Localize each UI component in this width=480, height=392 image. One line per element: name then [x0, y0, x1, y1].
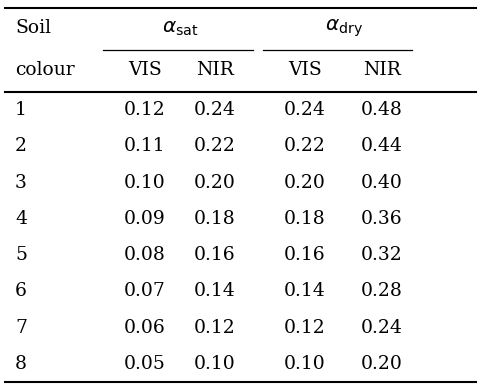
Text: 0.11: 0.11 [124, 137, 166, 155]
Text: 0.16: 0.16 [194, 246, 235, 264]
Text: VIS: VIS [128, 61, 162, 79]
Text: 0.08: 0.08 [124, 246, 166, 264]
Text: 5: 5 [15, 246, 27, 264]
Text: colour: colour [15, 61, 74, 79]
Text: 0.20: 0.20 [360, 355, 402, 373]
Text: 0.24: 0.24 [360, 319, 402, 337]
Text: 0.12: 0.12 [124, 101, 166, 119]
Text: 0.14: 0.14 [284, 282, 325, 300]
Text: 0.22: 0.22 [284, 137, 325, 155]
Text: NIR: NIR [362, 61, 400, 79]
Text: 0.32: 0.32 [360, 246, 402, 264]
Text: 0.12: 0.12 [284, 319, 325, 337]
Text: 0.44: 0.44 [360, 137, 402, 155]
Text: 0.18: 0.18 [284, 210, 325, 228]
Text: 2: 2 [15, 137, 27, 155]
Text: 8: 8 [15, 355, 27, 373]
Text: 0.24: 0.24 [193, 101, 236, 119]
Text: 7: 7 [15, 319, 27, 337]
Text: 0.48: 0.48 [360, 101, 402, 119]
Text: 0.28: 0.28 [360, 282, 402, 300]
Text: 0.12: 0.12 [194, 319, 235, 337]
Text: 0.24: 0.24 [284, 101, 325, 119]
Text: 0.05: 0.05 [124, 355, 166, 373]
Text: 0.36: 0.36 [360, 210, 402, 228]
Text: 0.40: 0.40 [360, 174, 402, 192]
Text: 0.10: 0.10 [124, 174, 166, 192]
Text: 0.22: 0.22 [193, 137, 236, 155]
Text: 0.10: 0.10 [194, 355, 235, 373]
Text: $\alpha_{\rm dry}$: $\alpha_{\rm dry}$ [324, 17, 362, 39]
Text: 1: 1 [15, 101, 27, 119]
Text: 0.20: 0.20 [193, 174, 236, 192]
Text: 0.14: 0.14 [194, 282, 235, 300]
Text: $\alpha_{\rm sat}$: $\alpha_{\rm sat}$ [161, 18, 198, 38]
Text: Soil: Soil [15, 19, 51, 37]
Text: 0.20: 0.20 [284, 174, 325, 192]
Text: 4: 4 [15, 210, 27, 228]
Text: 0.16: 0.16 [284, 246, 325, 264]
Text: 0.09: 0.09 [124, 210, 166, 228]
Text: NIR: NIR [196, 61, 233, 79]
Text: VIS: VIS [288, 61, 321, 79]
Text: 3: 3 [15, 174, 27, 192]
Text: 0.07: 0.07 [124, 282, 166, 300]
Text: 0.10: 0.10 [284, 355, 325, 373]
Text: 0.06: 0.06 [124, 319, 166, 337]
Text: 6: 6 [15, 282, 27, 300]
Text: 0.18: 0.18 [194, 210, 235, 228]
